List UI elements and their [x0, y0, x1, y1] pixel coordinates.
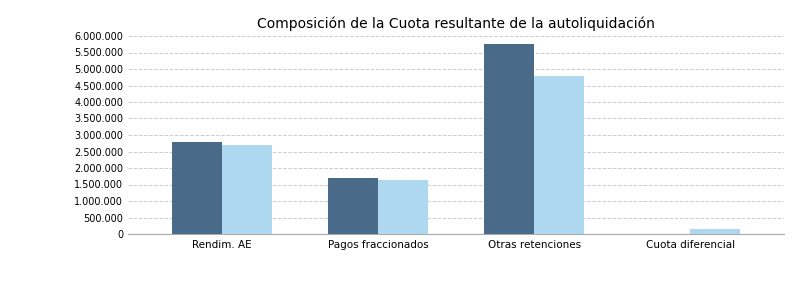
Bar: [222, 145, 272, 234]
Bar: [484, 44, 534, 234]
Bar: [172, 142, 222, 234]
Bar: [640, 234, 690, 237]
Bar: [328, 178, 378, 234]
Bar: [690, 229, 740, 234]
Bar: [378, 179, 428, 234]
Bar: [534, 76, 584, 234]
Title: Composición de la Cuota resultante de la autoliquidación: Composición de la Cuota resultante de la…: [257, 16, 655, 31]
